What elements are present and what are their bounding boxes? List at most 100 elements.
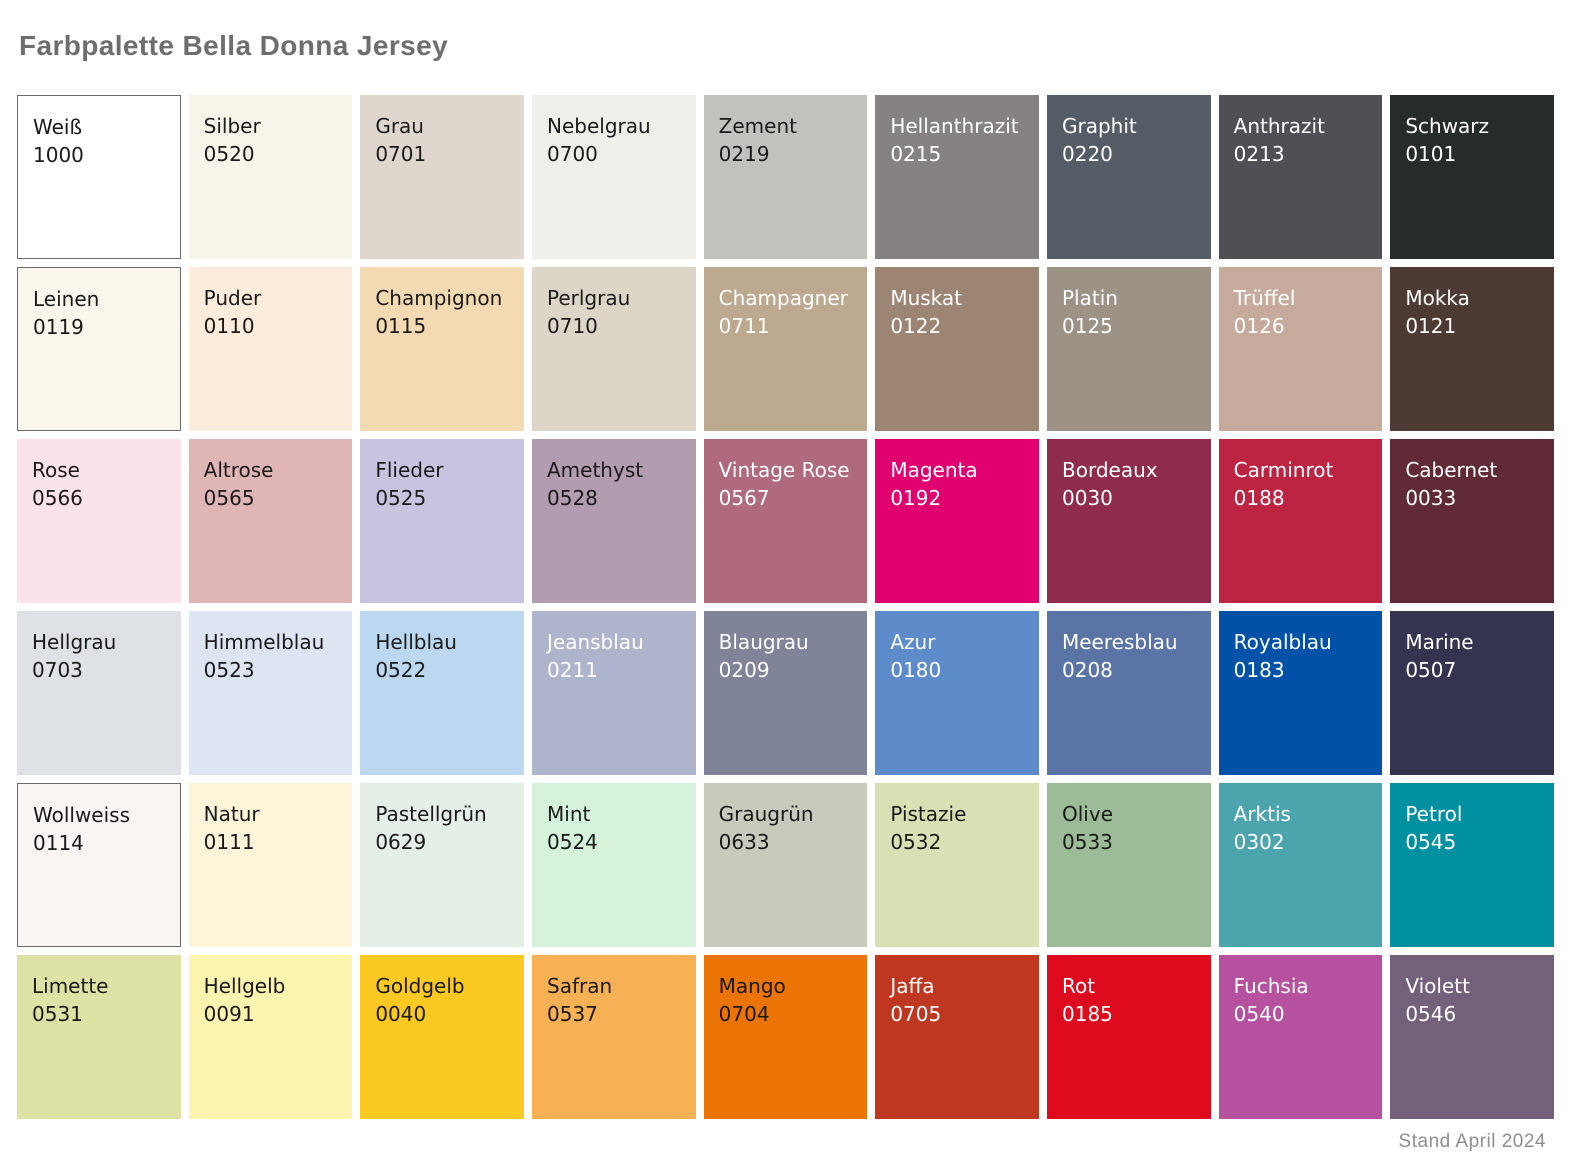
swatch-code: 0567 xyxy=(718,486,770,510)
swatch-0040: Goldgelb 0040 xyxy=(360,955,524,1119)
swatch-code: 0180 xyxy=(890,658,942,682)
swatch-name: Zement xyxy=(718,114,797,138)
swatch-0211: Jeansblau 0211 xyxy=(532,611,696,775)
swatch-name: Carminrot xyxy=(1233,458,1334,482)
swatch-0215: Hellanthrazit 0215 xyxy=(875,95,1039,259)
swatch-0302: Arktis 0302 xyxy=(1218,783,1383,947)
swatch-code: 0125 xyxy=(1062,314,1113,338)
swatch-name: Natur xyxy=(203,802,260,826)
swatch-0710: Perlgrau 0710 xyxy=(532,267,696,431)
swatch-code: 0522 xyxy=(375,658,427,682)
swatch-code: 0040 xyxy=(375,1002,427,1026)
swatch-0188: Carminrot 0188 xyxy=(1218,439,1383,603)
swatch-code: 0703 xyxy=(32,658,83,682)
swatch-name: Magenta xyxy=(890,458,978,482)
swatch-code: 0528 xyxy=(547,486,598,510)
swatch-name: Marine xyxy=(1405,630,1474,654)
swatch-0126: Trüffel 0126 xyxy=(1218,267,1383,431)
swatch-name: Perlgrau xyxy=(547,286,631,310)
swatch-0185: Rot 0185 xyxy=(1047,955,1211,1119)
swatch-0119: Leinen 0119 xyxy=(17,267,181,431)
swatch-0111: Natur 0111 xyxy=(188,783,353,947)
palette-grid: Weiß 1000 Silber 0520 Grau 0701 Nebelgrau 0700 Z… xyxy=(17,95,1554,1119)
swatch-code: 0532 xyxy=(890,830,942,854)
swatch-0629: Pastellgrün 0629 xyxy=(360,783,524,947)
swatch-0507: Marine 0507 xyxy=(1390,611,1554,775)
swatch-name: Silber xyxy=(203,114,261,138)
swatch-code: 0126 xyxy=(1233,314,1285,338)
swatch-name: Mint xyxy=(547,802,591,826)
swatch-name: Muskat xyxy=(890,286,963,310)
swatch-0633: Graugrün 0633 xyxy=(703,783,868,947)
swatch-code: 0219 xyxy=(718,142,770,166)
swatch-0523: Himmelblau 0523 xyxy=(188,611,353,775)
swatch-0540: Fuchsia 0540 xyxy=(1218,955,1383,1119)
swatch-code: 0114 xyxy=(33,831,84,855)
swatch-code: 0540 xyxy=(1233,1002,1285,1026)
swatch-code: 0101 xyxy=(1405,142,1457,166)
swatch-name: Hellblau xyxy=(375,630,457,654)
swatch-name: Graphit xyxy=(1062,114,1137,138)
swatch-code: 0545 xyxy=(1405,830,1457,854)
swatch-code: 0302 xyxy=(1233,830,1285,854)
swatch-code: 0209 xyxy=(718,658,770,682)
swatch-name: Meeresblau xyxy=(1062,630,1178,654)
swatch-code: 1000 xyxy=(33,143,84,167)
swatch-0531: Limette 0531 xyxy=(17,955,181,1119)
swatch-0091: Hellgelb 0091 xyxy=(188,955,353,1119)
swatch-name: Rot xyxy=(1062,974,1096,998)
swatch-code: 0220 xyxy=(1062,142,1113,166)
swatch-code: 0183 xyxy=(1233,658,1285,682)
swatch-name: Hellgrau xyxy=(32,630,117,654)
swatch-code: 0115 xyxy=(375,314,427,338)
swatch-code: 0122 xyxy=(890,314,942,338)
swatch-0522: Hellblau 0522 xyxy=(360,611,524,775)
swatch-code: 0091 xyxy=(203,1002,255,1026)
swatch-name: Nebelgrau xyxy=(547,114,651,138)
swatch-0704: Mango 0704 xyxy=(703,955,868,1119)
swatch-0567: Vintage Rose 0567 xyxy=(703,439,868,603)
swatch-name: Wollweiss xyxy=(33,803,131,827)
swatch-code: 0121 xyxy=(1405,314,1457,338)
swatch-code: 0111 xyxy=(203,830,255,854)
swatch-0219: Zement 0219 xyxy=(703,95,868,259)
swatch-0220: Graphit 0220 xyxy=(1047,95,1211,259)
swatch-name: Anthrazit xyxy=(1233,114,1325,138)
swatch-0114: Wollweiss 0114 xyxy=(17,783,181,947)
swatch-0122: Muskat 0122 xyxy=(875,267,1039,431)
swatch-0030: Bordeaux 0030 xyxy=(1047,439,1211,603)
swatch-name: Cabernet xyxy=(1405,458,1498,482)
swatch-1000: Weiß 1000 xyxy=(17,95,181,259)
swatch-0705: Jaffa 0705 xyxy=(875,955,1039,1119)
swatch-code: 0192 xyxy=(890,486,942,510)
swatch-code: 0565 xyxy=(203,486,255,510)
swatch-code: 0566 xyxy=(32,486,83,510)
swatch-name: Petrol xyxy=(1405,802,1463,826)
swatch-code: 0525 xyxy=(375,486,427,510)
swatch-code: 0030 xyxy=(1062,486,1113,510)
swatch-code: 0629 xyxy=(375,830,427,854)
swatch-name: Pistazie xyxy=(890,802,967,826)
swatch-name: Azur xyxy=(890,630,936,654)
swatch-code: 0546 xyxy=(1405,1002,1457,1026)
swatch-code: 0211 xyxy=(547,658,598,682)
swatch-code: 0705 xyxy=(890,1002,942,1026)
swatch-code: 0537 xyxy=(547,1002,598,1026)
swatch-code: 0033 xyxy=(1405,486,1457,510)
swatch-name: Mokka xyxy=(1405,286,1470,310)
swatch-name: Blaugrau xyxy=(718,630,809,654)
swatch-code: 0533 xyxy=(1062,830,1113,854)
swatch-0524: Mint 0524 xyxy=(532,783,696,947)
swatch-name: Altrose xyxy=(203,458,274,482)
swatch-name: Pastellgrün xyxy=(375,802,487,826)
swatch-0711: Champagner 0711 xyxy=(703,267,868,431)
swatch-0183: Royalblau 0183 xyxy=(1218,611,1383,775)
swatch-0701: Grau 0701 xyxy=(360,95,524,259)
swatch-name: Graugrün xyxy=(718,802,814,826)
swatch-name: Olive xyxy=(1062,802,1113,826)
swatch-name: Rose xyxy=(32,458,80,482)
swatch-name: Leinen xyxy=(33,287,100,311)
swatch-code: 0507 xyxy=(1405,658,1457,682)
swatch-0213: Anthrazit 0213 xyxy=(1218,95,1383,259)
swatch-0033: Cabernet 0033 xyxy=(1390,439,1554,603)
